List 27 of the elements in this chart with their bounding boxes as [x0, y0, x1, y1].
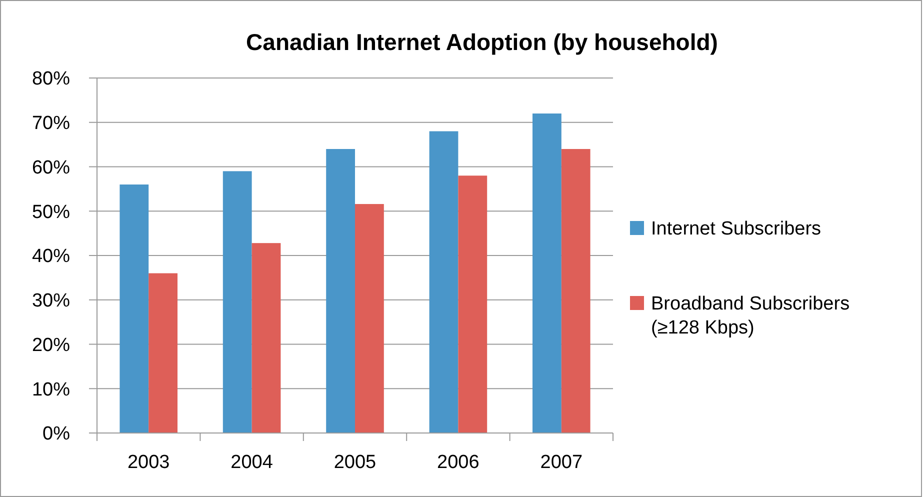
chart-title: Canadian Internet Adoption (by household) [246, 29, 718, 55]
x-tick-label: 2004 [230, 452, 274, 473]
bar [561, 149, 590, 433]
x-tick-label: 2005 [334, 452, 376, 473]
legend-label: Internet Subscribers [651, 218, 822, 240]
bar [532, 114, 562, 433]
y-tick-label: 20% [32, 334, 70, 356]
bar [222, 171, 252, 433]
y-tick-label: 70% [32, 113, 70, 134]
x-tick-label: 2006 [437, 452, 480, 473]
y-tick-label: 10% [32, 379, 70, 400]
bar [326, 149, 355, 433]
y-tick-label: 60% [32, 157, 70, 178]
bar [355, 204, 384, 433]
y-tick-label: 50% [32, 202, 70, 223]
y-tick-label: 80% [32, 68, 70, 90]
y-tick-label: 40% [32, 246, 70, 268]
bar [148, 273, 178, 433]
x-tick-label: 2007 [540, 452, 583, 473]
bar [252, 243, 281, 433]
y-tick-label: 30% [32, 290, 70, 312]
x-tick-label: 2003 [127, 452, 170, 473]
legend-label: Broadband Subscribers (≥128 Kbps) [651, 294, 850, 338]
y-tick-label: 0% [42, 424, 70, 445]
bar [429, 131, 458, 433]
bar [458, 176, 488, 433]
bar [120, 184, 149, 433]
